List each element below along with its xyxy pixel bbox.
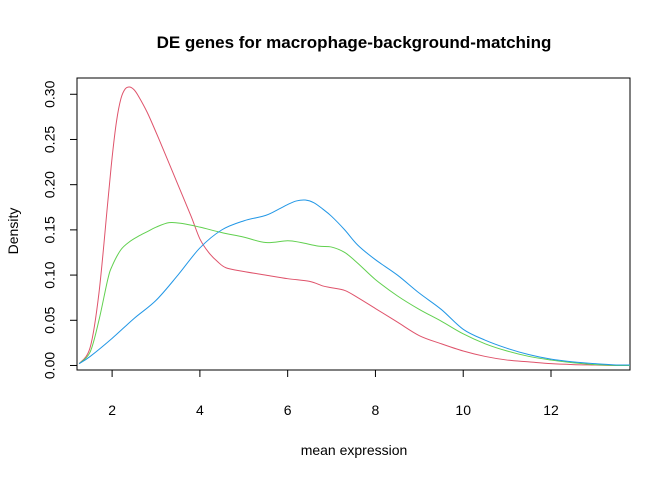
x-tick-label: 10 (455, 402, 471, 418)
x-axis-label: mean expression (301, 442, 408, 458)
x-tick-label: 8 (372, 402, 380, 418)
x-tick-label: 6 (284, 402, 292, 418)
y-axis: 0.00 0.05 0.10 0.15 0.20 0.25 0.30 (42, 80, 78, 379)
x-tick-label: 2 (108, 402, 116, 418)
y-tick-label: 0.00 (42, 352, 58, 379)
x-tick-label: 4 (196, 402, 204, 418)
y-tick-label: 0.30 (42, 80, 58, 107)
y-tick-label: 0.20 (42, 171, 58, 198)
y-tick-label: 0.05 (42, 306, 58, 333)
chart-title: DE genes for macrophage-background-match… (157, 33, 552, 52)
y-tick-label: 0.10 (42, 261, 58, 288)
y-axis-label: Density (5, 208, 21, 255)
y-tick-label: 0.25 (42, 126, 58, 153)
x-tick-label: 12 (543, 402, 559, 418)
x-axis: 2 4 6 8 10 12 (108, 369, 559, 418)
density-line-3 (78, 199, 630, 366)
density-line-2 (78, 221, 630, 366)
series-layer (78, 86, 630, 366)
y-tick-label: 0.15 (42, 216, 58, 243)
density-line-1 (78, 86, 630, 366)
plot-frame (76, 77, 631, 371)
